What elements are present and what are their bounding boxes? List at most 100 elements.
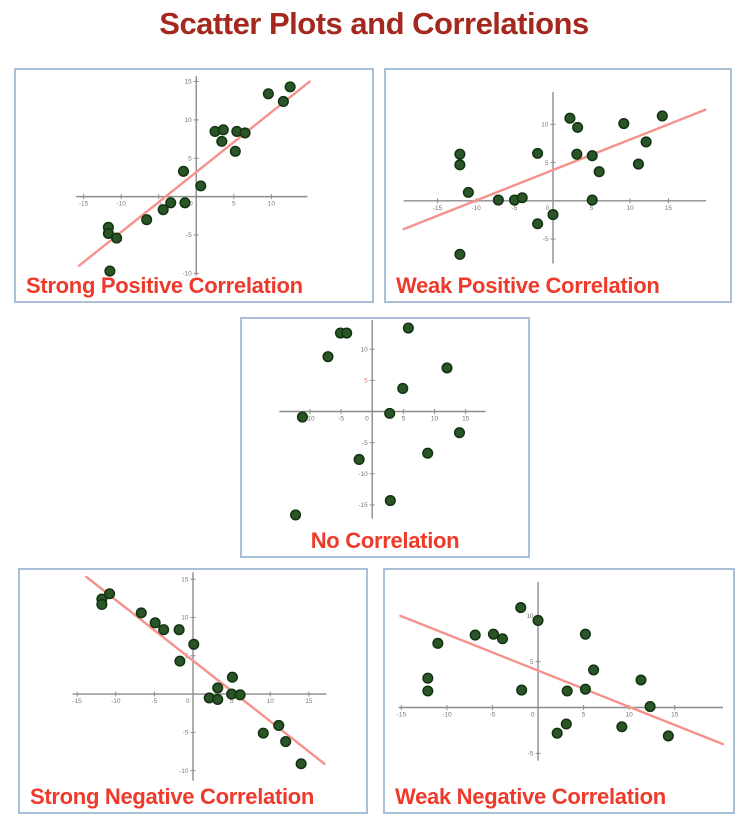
data-point [158,624,170,636]
y-tick-label: 5 [545,160,549,167]
data-point [177,165,190,177]
x-tick-label: 5 [402,415,406,422]
data-point [588,664,600,676]
data-point [571,148,583,160]
scatter-plot-strong-positive: -15 -10 -5 0 5 10 -10 -5 5 10 15 [16,70,372,301]
data-point [487,628,499,640]
data-point [234,689,246,701]
data-point [384,407,396,419]
data-point [273,719,285,732]
data-point [280,735,292,748]
y-tick-label: -15 [358,502,368,509]
y-tick-label: -5 [186,232,192,239]
data-point [179,197,191,209]
y-tick-label: 5 [188,155,192,162]
x-tick-label: 0 [546,205,550,212]
data-point [102,227,114,240]
data-point [547,209,559,221]
data-point [564,112,576,124]
data-point [516,192,528,204]
y-tick-label: -5 [183,730,189,737]
data-point [432,637,444,649]
x-tick-label: -10 [471,205,481,212]
chart-caption-weak-positive: Weak Positive Correlation [396,273,660,298]
y-tick-label: 10 [360,346,368,353]
scatter-plot-canvas: -10 -5 0 5 10 15 -15 -10 -5 5 10 [279,319,486,521]
data-point [469,629,481,641]
data-point [96,598,108,611]
data-point [195,180,207,192]
data-point [397,382,409,394]
data-point [635,674,647,686]
y-tick-label: 5 [530,659,534,666]
data-point [422,685,434,697]
data-point [532,218,544,230]
data-point [632,158,644,170]
data-point [104,265,116,277]
chart-caption-no-correlation: No Correlation [310,528,460,553]
y-tick-label: -5 [362,440,368,447]
chart-caption-weak-negative: Weak Negative Correlation [395,784,666,809]
x-tick-label: 10 [268,201,276,208]
data-point [295,758,307,770]
data-point [640,136,652,148]
x-tick-label: -15 [72,698,82,705]
data-point [453,427,466,439]
trend-line [402,108,707,231]
data-point [165,197,177,209]
data-point [173,624,185,636]
data-point [454,148,466,160]
scatter-plot-weak-negative: -15 -10 -5 0 5 10 15 -5 5 10 [385,570,733,812]
y-tick-label: 10 [185,117,193,124]
data-point [532,147,544,159]
x-tick-label: 10 [626,205,634,212]
data-point [662,730,674,742]
x-tick-label: 0 [186,698,190,705]
x-tick-label: 0 [365,415,369,422]
data-point [515,602,527,614]
data-point [111,232,123,244]
data-point [341,327,353,339]
data-point [149,617,161,629]
x-tick-label: -5 [151,698,157,705]
x-tick-label: 15 [671,712,679,719]
x-tick-label: 5 [582,712,586,719]
y-tick-label: 15 [185,79,193,86]
data-point [616,721,628,733]
scatter-plot-canvas: -15 -10 -5 0 5 10 15 -5 5 10 [397,581,725,761]
chart-caption-strong-positive: Strong Positive Correlation [26,273,303,298]
trend-line [399,614,725,746]
scatter-plot-canvas: -15 -10 -5 0 5 10 -10 -5 5 10 15 [76,76,311,278]
trend-line [85,575,326,765]
data-point [579,683,591,695]
x-tick-label: -5 [512,205,518,212]
chart-box-weak-positive: -15 -10 -5 0 5 10 15 -5 5 10 Weak Positive Correl… [384,68,732,303]
data-point [212,693,224,705]
data-point [532,614,544,626]
y-tick-label: 10 [181,615,189,622]
data-point [492,194,504,206]
data-point [441,362,453,374]
data-point [174,655,186,667]
page-title: Scatter Plots and Correlations [159,6,589,41]
data-point [516,684,528,696]
data-point [402,322,414,334]
data-point [216,135,228,147]
data-point [353,453,365,466]
scatter-plot-no-correlation: -10 -5 0 5 10 15 -15 -10 -5 5 10 [242,319,528,556]
y-tick-label: -10 [182,271,192,278]
data-point [322,351,334,363]
data-point [226,671,238,683]
data-point [572,121,584,133]
x-tick-label: 15 [305,698,313,705]
y-tick-label: -10 [179,768,189,775]
data-point [586,194,598,206]
data-point [290,509,302,521]
data-point [239,127,251,139]
x-tick-label: -10 [116,201,126,208]
x-tick-label: -15 [397,712,407,719]
data-point [462,186,474,198]
data-point [586,150,598,162]
data-point [188,638,200,650]
